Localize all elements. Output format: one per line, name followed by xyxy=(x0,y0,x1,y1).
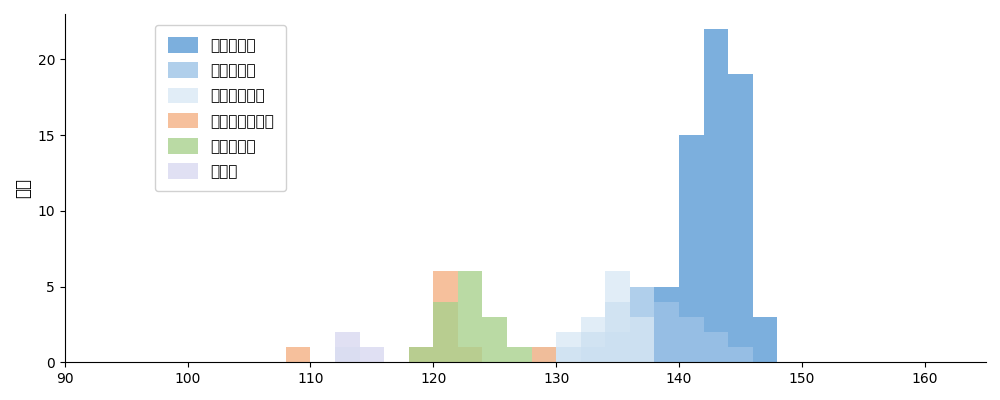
Bar xyxy=(630,317,654,362)
Bar xyxy=(286,347,310,362)
Bar xyxy=(679,317,704,362)
Bar xyxy=(728,74,753,362)
Bar xyxy=(605,302,630,362)
Bar xyxy=(728,347,753,362)
Bar xyxy=(630,317,654,362)
Bar xyxy=(409,347,433,362)
Bar xyxy=(581,317,605,362)
Bar xyxy=(532,347,556,362)
Bar xyxy=(581,347,605,362)
Bar xyxy=(360,347,384,362)
Bar xyxy=(581,332,605,362)
Bar xyxy=(532,347,556,362)
Legend: ストレート, ツーシーム, カットボール, チェンジアップ, スライダー, カーブ: ストレート, ツーシーム, カットボール, チェンジアップ, スライダー, カー… xyxy=(155,25,286,191)
Bar xyxy=(704,332,728,362)
Bar xyxy=(605,272,630,362)
Bar xyxy=(605,332,630,362)
Bar xyxy=(458,347,482,362)
Bar xyxy=(630,287,654,362)
Bar xyxy=(704,29,728,362)
Bar xyxy=(409,347,433,362)
Bar xyxy=(753,317,777,362)
Bar xyxy=(507,347,532,362)
Bar xyxy=(556,332,581,362)
Bar xyxy=(556,347,581,362)
Bar xyxy=(433,272,458,362)
Bar xyxy=(458,272,482,362)
Bar xyxy=(482,317,507,362)
Bar xyxy=(335,332,360,362)
Y-axis label: 球数: 球数 xyxy=(14,178,32,198)
Bar xyxy=(654,287,679,362)
Bar xyxy=(335,347,360,362)
Bar xyxy=(433,302,458,362)
Bar xyxy=(679,135,704,362)
Bar xyxy=(654,302,679,362)
